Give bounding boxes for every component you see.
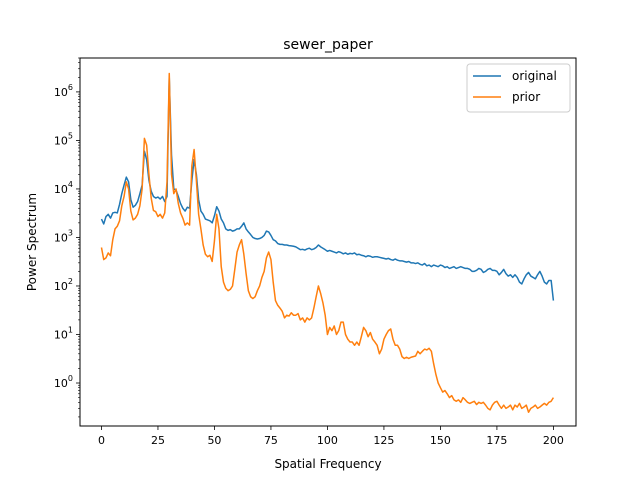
x-tick-label: 175 (486, 434, 507, 447)
x-tick-label: 75 (264, 434, 278, 447)
y-tick-label: 106 (54, 83, 73, 99)
y-tick-label: 104 (54, 180, 73, 196)
series-line-prior (100, 72, 555, 413)
y-tick-label: 105 (54, 131, 73, 147)
x-tick-label: 150 (430, 434, 451, 447)
series-layer (100, 72, 555, 413)
x-tick-label: 100 (317, 434, 338, 447)
x-tick-label: 50 (207, 434, 221, 447)
y-axis-label: Power Spectrum (25, 193, 39, 291)
x-tick-label: 125 (373, 434, 394, 447)
y-tick-label: 101 (54, 325, 73, 341)
x-axis-label: Spatial Frequency (274, 457, 381, 471)
y-tick-label: 102 (54, 277, 73, 293)
y-tick-label: 103 (54, 228, 73, 244)
x-tick-label: 200 (543, 434, 564, 447)
chart-title: sewer_paper (283, 37, 373, 53)
legend-label: prior (512, 90, 540, 104)
x-axis: 0 25 50 75 100 125 150 175 200 (98, 426, 564, 447)
y-axis: 100 101 102 103 104 105 106 (54, 57, 80, 418)
x-tick-label: 0 (98, 434, 105, 447)
legend: original prior (466, 63, 571, 113)
legend-label: original (512, 69, 557, 83)
y-tick-label: 100 (54, 374, 73, 390)
x-tick-label: 25 (151, 434, 165, 447)
